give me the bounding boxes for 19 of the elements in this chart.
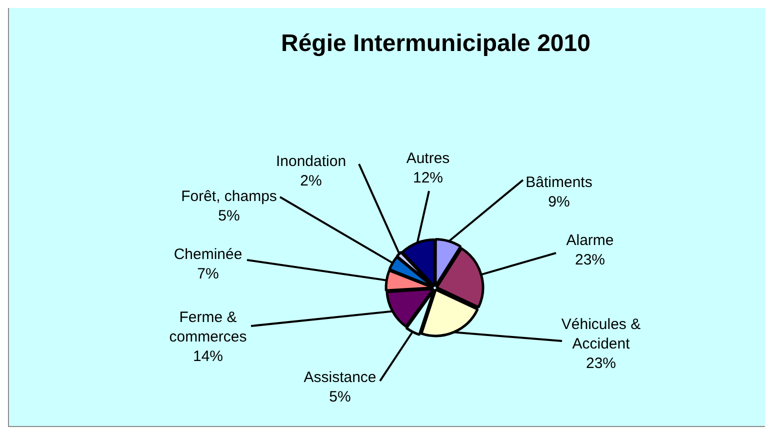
data-label: 12% (412, 170, 444, 187)
data-label: 5% (329, 388, 351, 406)
data-label: 14% (192, 348, 224, 366)
chart-title: Régie Intermunicipale 2010 (281, 30, 590, 58)
slice-label: Inondation (276, 153, 346, 170)
data-label: 2% (300, 172, 322, 190)
slice-label: Forêt, champs (181, 188, 277, 206)
slice-label: Autres (406, 150, 450, 168)
slice-label: Cheminée (174, 246, 242, 264)
slice-label: Ferme & commerces (169, 309, 247, 346)
data-label: 9% (548, 194, 570, 211)
slice-label: Véhicules & Accident (561, 316, 641, 353)
slice-label: Alarme (566, 232, 614, 250)
data-label: 7% (197, 266, 219, 283)
data-label: 5% (218, 208, 240, 225)
data-label: 23% (574, 252, 606, 269)
data-label: 23% (586, 355, 616, 372)
slice-label: Bâtiments (526, 174, 592, 192)
slice-label: Assistance (304, 369, 376, 386)
